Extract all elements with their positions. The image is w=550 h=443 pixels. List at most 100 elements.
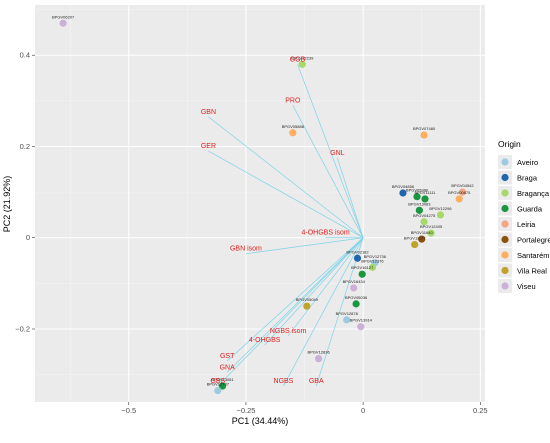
sample-label: BPGV12376 [361,258,384,263]
sample-point [436,211,445,219]
sample-label: BPGV12737 [207,382,230,387]
sample-label: BPGV11177 [404,236,426,241]
legend-entry-label: Vila Real [517,267,547,276]
major-gridlines [35,5,485,402]
x-tick-label: 0 [361,406,365,415]
sample-label: BPGV05980 [406,188,429,193]
sample-points [59,19,467,395]
plot-panel [35,5,485,402]
sample-point [418,235,426,243]
sample-label: BPGV16434 [343,279,366,284]
sample-label: BPGV12878 [336,311,359,316]
loading-label: GNL [330,150,345,157]
x-tick-label: 0.25 [473,406,488,415]
x-axis-ticks: −0.5 −0.25 0 0.25 [121,402,488,415]
legend-key-swatch [501,251,509,259]
sample-label: BPGV11111 [414,190,436,195]
sample-point [214,386,222,395]
sample-label: BPGV00875 [448,190,471,195]
sample-label: BPGV11640 [411,230,434,235]
x-axis-title: PC1 (34.44%) [232,416,289,426]
loading-label: GBA [309,378,324,385]
sample-label: BPGV16127 [351,265,374,270]
loading-arrow [226,237,364,362]
sample-label: BPGV12736 [364,254,387,259]
y-axis-title: PC2 (21.92%) [2,176,12,233]
loading-label: GBN [201,109,216,116]
loading-label: GST [220,353,235,360]
loading-labels: GGB PRO GBN GER GNL 4-OHGBS isom GBN isom NGBS … [201,56,350,385]
sample-label: BPGV12239 [291,55,314,60]
legend-entry-label: Leiria [517,220,536,229]
legend-entry-label: Guarda [517,205,543,214]
legend-entry-label: Aveiro [517,158,538,167]
sample-label: BPGV04275 [413,213,436,218]
minor-gridlines [35,5,485,402]
loading-arrow [217,237,364,387]
legend-entry-label: Braga [517,174,538,183]
sample-point [314,355,323,363]
x-tick-label: −0.25 [236,406,255,415]
y-tick-label: 0 [26,233,30,242]
loading-arrow [292,105,364,238]
legend: Origin Aveiro Braga Bragança Guarda Leiria Po… [498,139,550,293]
sample-point [59,19,67,27]
legend-key-swatch [501,204,509,213]
sample-point [455,195,463,203]
sample-label: BPGV02182 [346,249,369,254]
y-axis-ticks: −0.2 0 0.2 0.4 [15,51,35,333]
sample-label: BPGV04542 [451,183,474,188]
loading-label: NGBS isom [270,328,307,335]
sample-point [420,218,428,226]
loading-arrow [264,237,364,346]
loading-arrow [297,64,364,238]
sample-label: BPGV06207 [52,14,75,19]
sample-label: BPGV12836 [307,350,330,355]
sample-label: BPGV13914 [350,318,373,323]
y-tick-label: −0.2 [15,324,30,333]
legend-key-swatch [501,220,509,228]
sample-label: BPGV13083 [408,201,431,206]
loading-label: GGB [290,56,306,63]
loading-arrow [208,150,364,239]
loading-label: 4-OHGBS [249,337,281,344]
sample-point [413,193,421,201]
sample-point [352,300,360,308]
sample-point [343,316,351,324]
loading-label: GBN isom [230,246,262,253]
sample-point [298,60,306,68]
sample-label: BPGV05888 [282,124,305,129]
sample-point [350,284,358,292]
sample-point [368,263,377,271]
y-tick-label: 0.2 [20,142,30,151]
sample-label: BPGV12296 [429,206,452,211]
x-tick-label: −0.5 [121,406,136,415]
sample-point [218,382,227,390]
sample-point [358,270,366,278]
sample-label: BPGV05049 [296,297,319,302]
loading-arrow [245,237,364,255]
loading-label: NGBS [274,378,294,385]
sample-label: BPGV12405 [420,224,443,229]
sample-label: BPGV07480 [413,126,436,131]
loading-arrow [337,157,364,238]
loading-arrows [208,64,364,387]
sample-point [415,206,423,214]
loading-arrow [287,237,364,337]
sample-point [289,129,297,137]
legend-entry-label: Viseu [517,282,536,291]
loading-arrow [226,237,364,373]
sample-label: BPGV04856 [392,184,415,189]
loading-arrow [283,237,364,387]
y-tick-label: 0.4 [20,51,30,60]
legend-title: Origin [498,139,521,149]
sample-point [420,131,428,139]
sample-point [357,323,365,331]
sample-point [399,189,407,197]
legend-key-swatch [501,266,509,275]
legend-key-swatch [501,189,509,197]
legend-entry-label: Portalegre [517,236,550,245]
sample-label: BPGV13051 [211,377,234,382]
sample-point [421,195,429,203]
